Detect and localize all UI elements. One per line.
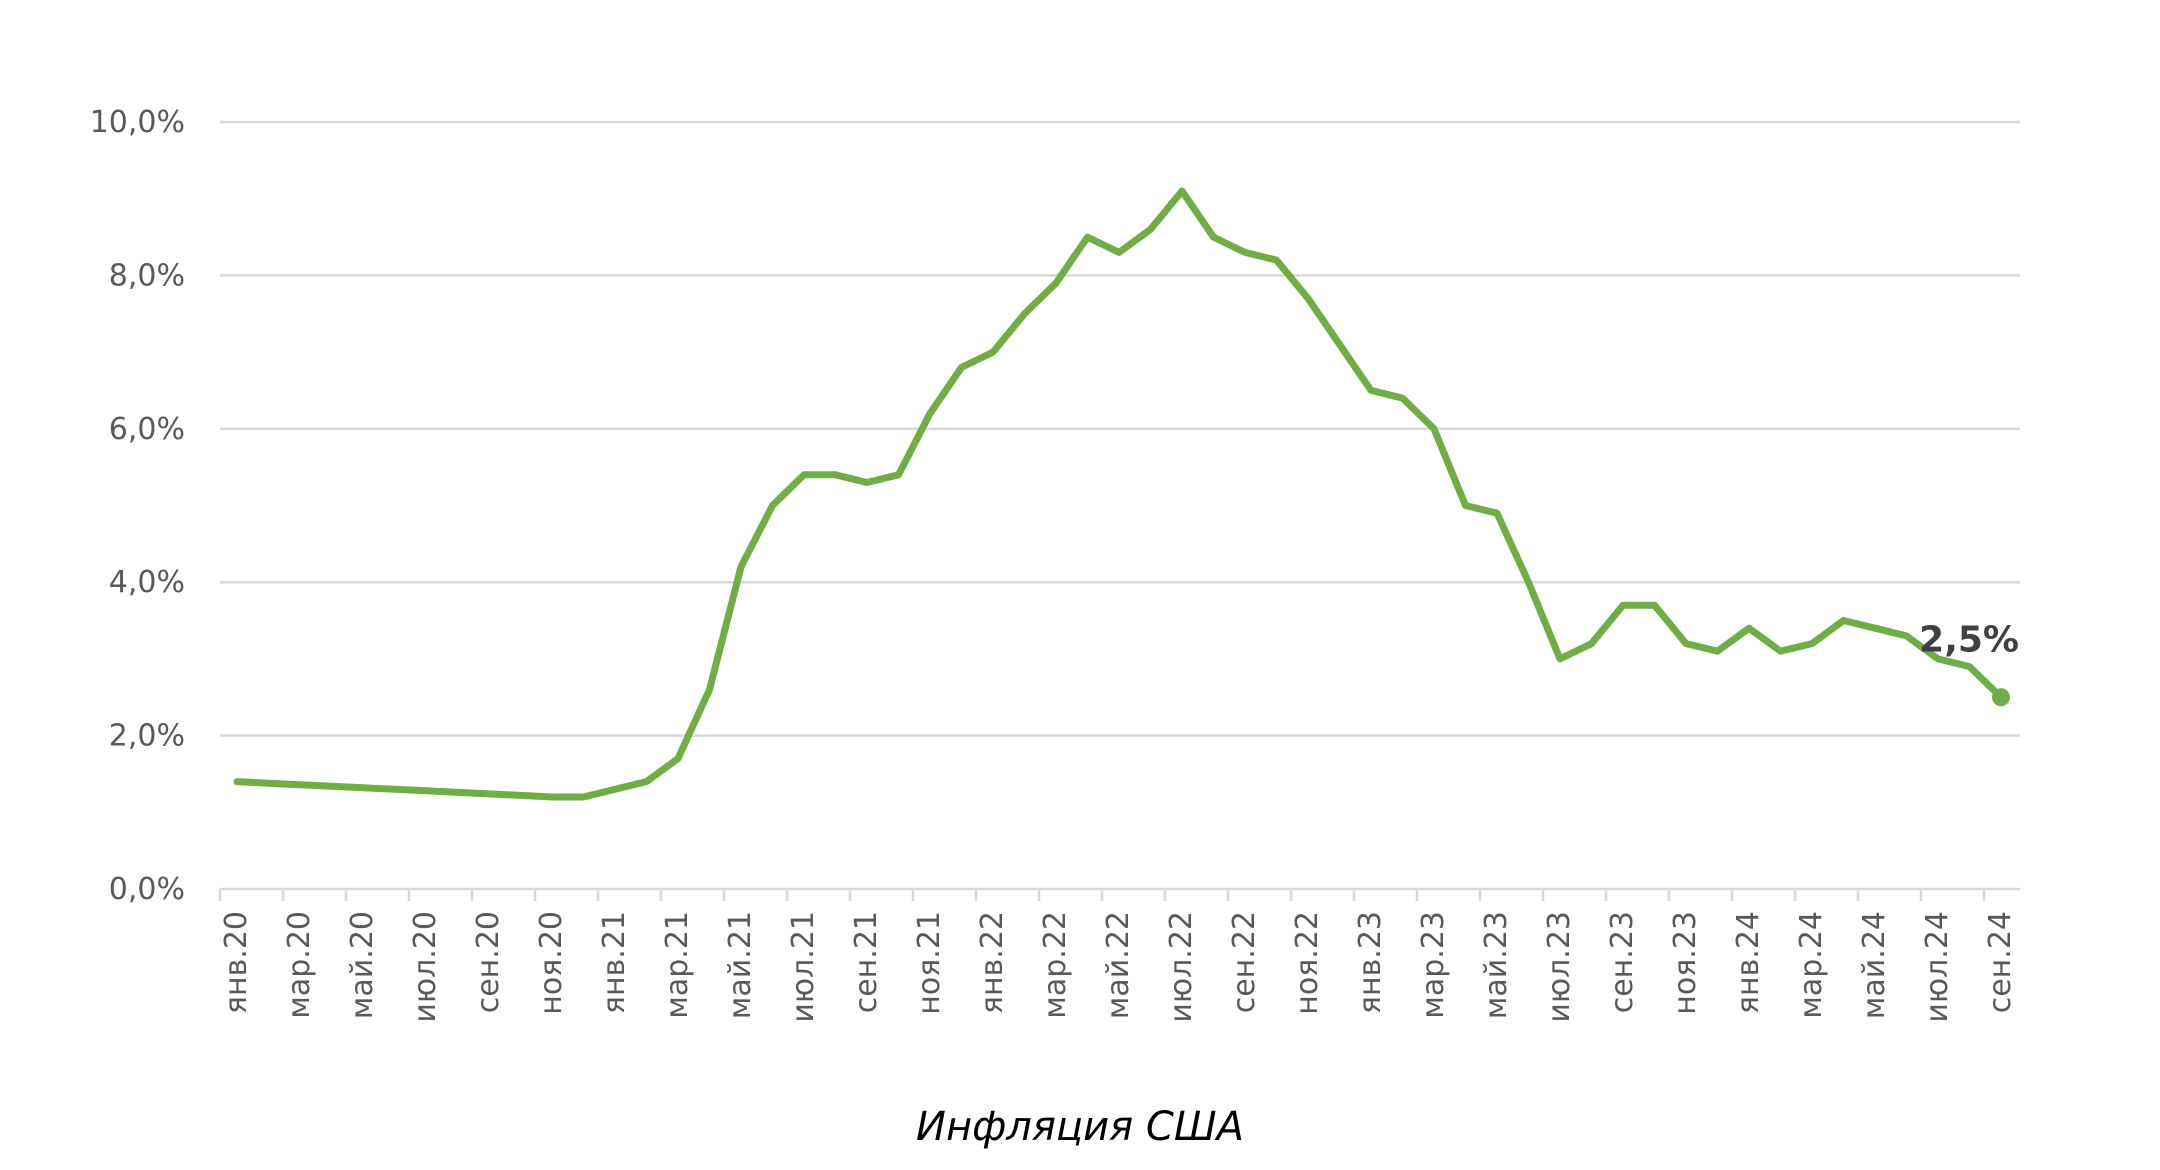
x-axis — [218, 887, 2020, 901]
last-point-marker — [1992, 688, 2010, 707]
x-tick-label: июл.24 — [1920, 911, 1955, 1023]
x-tick-label: сен.20 — [471, 911, 506, 1013]
y-tick-label: 2,0% — [109, 719, 185, 754]
x-tick-label: мар.20 — [282, 911, 317, 1019]
grid-lines — [220, 120, 2020, 737]
x-tick-label: янв.20 — [219, 911, 254, 1014]
x-tick-label: май.24 — [1857, 911, 1892, 1019]
x-tick-label: янв.22 — [975, 911, 1010, 1014]
series-layer — [233, 187, 2005, 801]
x-tick-label: июл.21 — [786, 911, 821, 1023]
chart-title: Инфляция США — [916, 1104, 1244, 1150]
last-value-label: 2,5% — [1919, 619, 2019, 660]
x-tick-label: май.23 — [1479, 911, 1514, 1019]
annotations: 2,5% — [1919, 619, 2019, 707]
x-tick-label: июл.20 — [408, 911, 443, 1023]
y-tick-label: 4,0% — [109, 565, 185, 600]
x-tick-label: ноя.22 — [1290, 911, 1325, 1015]
x-tick-label: янв.23 — [1353, 911, 1388, 1014]
y-tick-label: 8,0% — [109, 258, 185, 293]
x-tick-label: сен.22 — [1227, 911, 1262, 1013]
x-axis-labels: янв.20 мар.20 май.20 июл.20 сен.20 ноя.20 янв.… — [219, 911, 2018, 1023]
x-tick-label: мар.23 — [1416, 911, 1451, 1019]
x-tick-label: сен.23 — [1605, 911, 1640, 1013]
inflation-series-line — [233, 187, 2005, 801]
x-tick-label: июл.23 — [1542, 911, 1577, 1023]
x-tick-label: май.22 — [1101, 911, 1136, 1019]
x-tick-label: мар.21 — [660, 911, 695, 1019]
x-tick-label: янв.24 — [1731, 911, 1766, 1014]
x-tick-label: май.20 — [345, 911, 380, 1019]
x-tick-label: янв.21 — [597, 911, 632, 1014]
x-tick-label: сен.24 — [1983, 911, 2018, 1013]
x-tick-label: июл.22 — [1164, 911, 1199, 1023]
x-tick-label: ноя.20 — [534, 911, 569, 1015]
y-tick-label: 0,0% — [109, 872, 185, 907]
y-tick-label: 10,0% — [90, 105, 185, 140]
x-tick-label: ноя.23 — [1668, 911, 1703, 1015]
x-tick-label: май.21 — [723, 911, 758, 1019]
y-axis-labels: 0,0% 2,0% 4,0% 6,0% 8,0% 10,0% — [90, 105, 185, 907]
x-tick-label: сен.21 — [849, 911, 884, 1013]
y-tick-label: 6,0% — [109, 412, 185, 447]
x-tick-label: мар.22 — [1038, 911, 1073, 1019]
x-tick-label: мар.24 — [1794, 911, 1829, 1019]
x-tick-label: ноя.21 — [912, 911, 947, 1015]
